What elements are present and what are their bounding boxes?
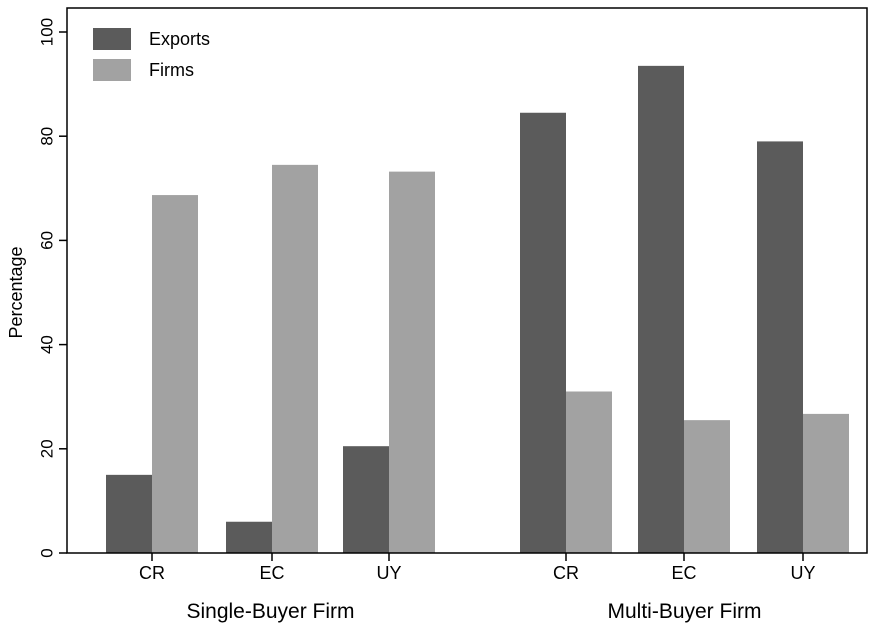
y-tick-label-60: 60 [38, 231, 57, 250]
y-tick-label-20: 20 [38, 439, 57, 458]
x-tick-label-uy-1: UY [790, 563, 815, 583]
bar-firms-0 [152, 195, 198, 553]
legend: Exports Firms [93, 28, 210, 81]
bar-exports-1 [226, 521, 272, 553]
plot-frame [66, 7, 868, 554]
bar-firms-4 [684, 420, 730, 553]
bar-exports-3 [520, 112, 566, 553]
bar-exports-5 [757, 141, 803, 553]
x-tick-label-cr-1: CR [553, 563, 579, 583]
x-tick-label-cr-0: CR [139, 563, 165, 583]
group-label-0: Single-Buyer Firm [186, 600, 354, 623]
bar-firms-1 [272, 164, 318, 554]
bar-exports-0 [106, 474, 152, 553]
x-tick-label-ec-0: EC [259, 563, 284, 583]
bar-firms-5 [803, 413, 849, 553]
x-tick-label-ec-1: EC [671, 563, 696, 583]
bar-exports-2 [343, 446, 389, 553]
group-label-1: Multi-Buyer Firm [607, 600, 761, 623]
bar-exports-4 [638, 65, 684, 554]
y-tick-label-80: 80 [38, 127, 57, 146]
y-tick-label-40: 40 [38, 335, 57, 354]
legend-label-exports: Exports [149, 29, 210, 49]
y-axis-label: Percentage [6, 246, 26, 338]
x-tick-label-uy-0: UY [376, 563, 401, 583]
labels-layer: 0 20 40 60 80 100 CR EC UY Single-Buyer Firm CR EC U… [6, 18, 816, 623]
legend-swatch-exports [93, 28, 131, 50]
y-tick-label-0: 0 [38, 548, 57, 557]
bar-firms-3 [566, 391, 612, 553]
bar-firms-2 [389, 171, 435, 554]
bars-layer [106, 65, 849, 554]
axes-layer [59, 7, 868, 561]
legend-label-firms: Firms [149, 60, 194, 80]
y-tick-label-100: 100 [38, 18, 57, 46]
legend-swatch-firms [93, 59, 131, 81]
